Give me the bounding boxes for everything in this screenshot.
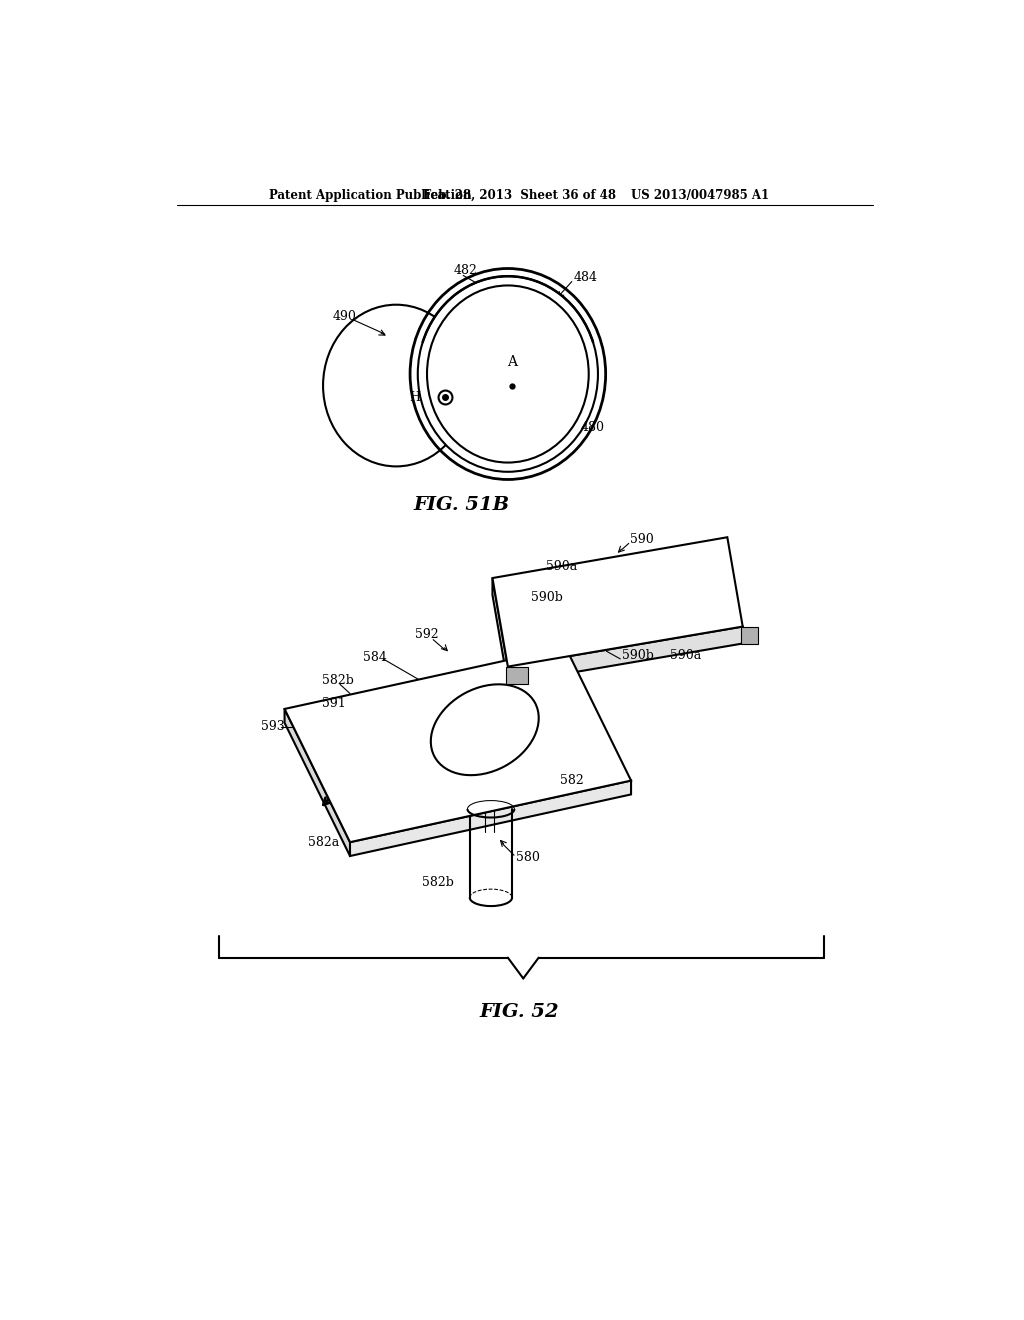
Text: 591: 591 [322, 697, 345, 710]
Text: 582: 582 [560, 774, 584, 787]
Text: FIG. 51B: FIG. 51B [414, 496, 510, 513]
Polygon shape [506, 667, 528, 684]
Text: 590b: 590b [531, 591, 563, 603]
Text: US 2013/0047985 A1: US 2013/0047985 A1 [631, 189, 769, 202]
Text: Feb. 28, 2013  Sheet 36 of 48: Feb. 28, 2013 Sheet 36 of 48 [423, 189, 616, 202]
Polygon shape [493, 537, 742, 667]
Text: 593: 593 [261, 721, 286, 733]
Text: 590: 590 [630, 533, 653, 546]
Polygon shape [285, 709, 350, 855]
Ellipse shape [431, 684, 539, 775]
Text: 582b: 582b [422, 875, 454, 888]
Polygon shape [350, 780, 631, 855]
Text: 480: 480 [581, 421, 605, 434]
Text: 590a: 590a [547, 560, 578, 573]
Text: 484: 484 [573, 271, 597, 284]
Text: A: A [507, 355, 517, 370]
Text: FIG. 52: FIG. 52 [479, 1003, 559, 1020]
Text: 580: 580 [515, 851, 540, 865]
Text: H: H [409, 391, 420, 404]
Ellipse shape [323, 305, 469, 466]
Polygon shape [285, 647, 631, 842]
Polygon shape [508, 627, 742, 684]
Text: 482: 482 [454, 264, 478, 277]
Text: Patent Application Publication: Patent Application Publication [269, 189, 472, 202]
Text: 590b: 590b [622, 648, 653, 661]
Ellipse shape [418, 276, 598, 471]
Text: 592: 592 [415, 628, 439, 640]
Ellipse shape [427, 285, 589, 462]
Text: 490: 490 [333, 310, 356, 323]
Text: 590a: 590a [670, 648, 700, 661]
Text: 582a: 582a [307, 836, 339, 849]
Text: 582b: 582b [322, 675, 353, 686]
Polygon shape [493, 578, 508, 684]
Text: 584: 584 [364, 651, 387, 664]
Polygon shape [741, 627, 758, 644]
